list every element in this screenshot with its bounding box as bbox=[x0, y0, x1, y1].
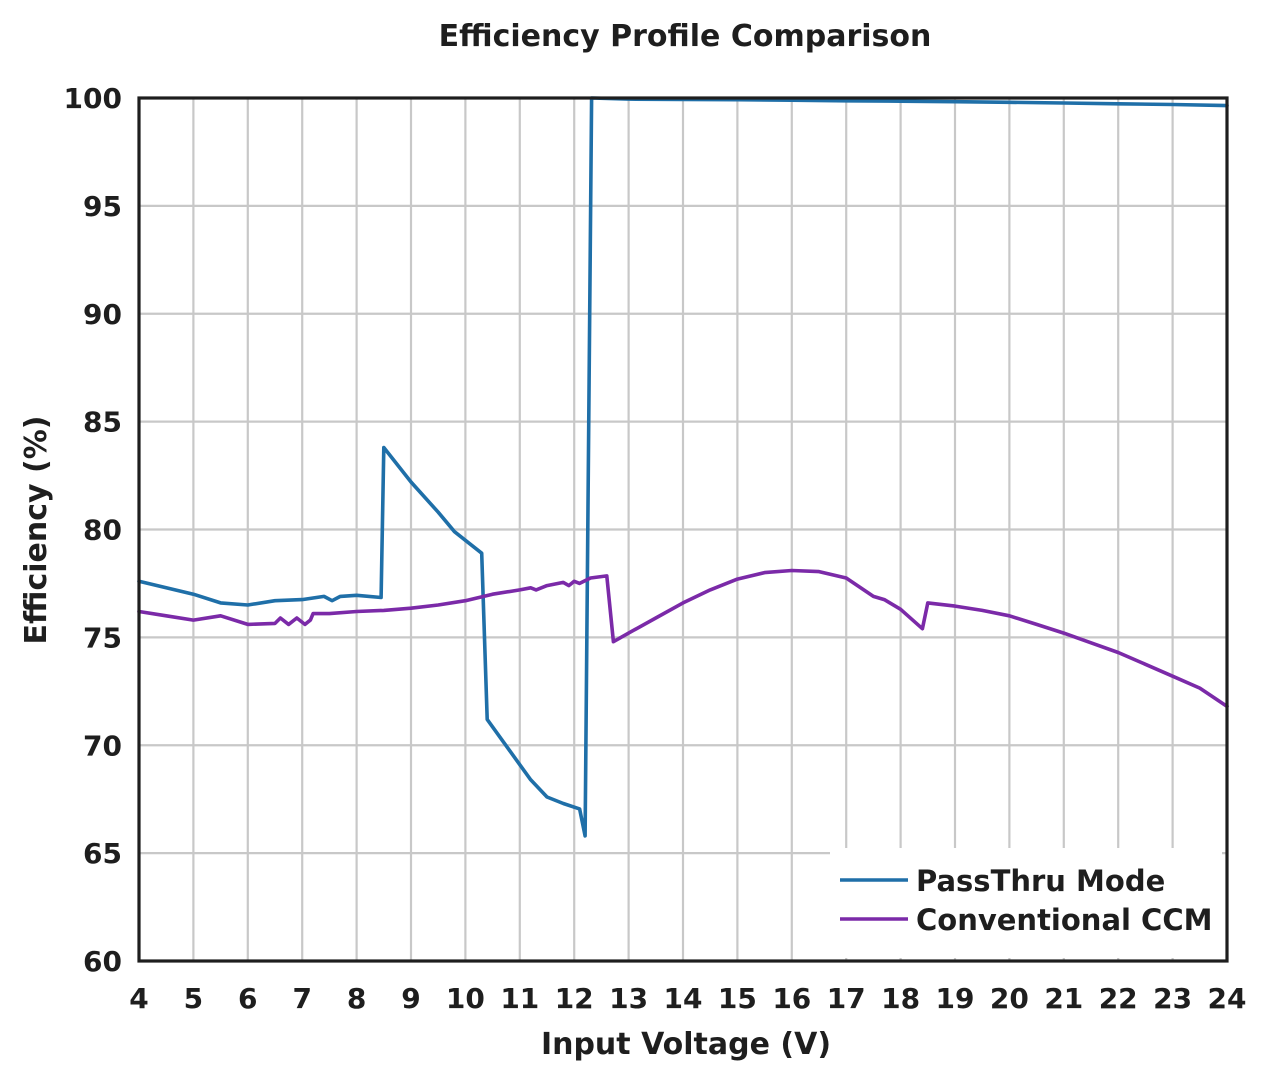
x-tick-label: 7 bbox=[292, 982, 311, 1015]
x-tick-label: 6 bbox=[238, 982, 257, 1015]
series-line-passthru-mode bbox=[137, 96, 1229, 838]
legend: PassThru Mode Conventional CCM bbox=[830, 848, 1222, 958]
x-axis-label: Input Voltage (V) bbox=[541, 1027, 831, 1062]
y-tick-label: 95 bbox=[83, 190, 122, 223]
legend-label-passthru-mode: PassThru Mode bbox=[916, 864, 1165, 898]
x-tick-label: 16 bbox=[772, 982, 811, 1015]
legend-label-conventional-ccm: Conventional CCM bbox=[916, 903, 1212, 937]
y-tick-label: 70 bbox=[83, 729, 122, 762]
x-tick-label: 11 bbox=[500, 982, 539, 1015]
x-tick-label: 4 bbox=[129, 982, 148, 1015]
y-tick-label: 75 bbox=[83, 621, 122, 654]
x-tick-label: 20 bbox=[990, 982, 1029, 1015]
y-axis-label: Efficiency (%) bbox=[19, 416, 54, 645]
y-axis-ticks: 60 65 70 75 80 85 90 95 100 bbox=[64, 82, 122, 978]
series-layer bbox=[137, 96, 1229, 838]
y-tick-label: 60 bbox=[83, 945, 122, 978]
x-tick-label: 24 bbox=[1208, 982, 1247, 1015]
y-tick-label: 65 bbox=[83, 837, 122, 870]
chart-title: Efficiency Profile Comparison bbox=[439, 19, 932, 54]
x-tick-label: 12 bbox=[555, 982, 594, 1015]
series-line-conventional-ccm bbox=[137, 568, 1229, 709]
y-tick-label: 90 bbox=[83, 298, 122, 331]
legend-background bbox=[830, 848, 1222, 958]
x-tick-label: 9 bbox=[401, 982, 420, 1015]
x-tick-label: 23 bbox=[1153, 982, 1192, 1015]
x-tick-label: 22 bbox=[1099, 982, 1138, 1015]
y-tick-label: 100 bbox=[64, 82, 122, 115]
x-tick-label: 21 bbox=[1044, 982, 1083, 1015]
x-tick-label: 5 bbox=[184, 982, 203, 1015]
x-tick-label: 17 bbox=[827, 982, 866, 1015]
y-tick-label: 85 bbox=[83, 406, 122, 439]
x-tick-label: 14 bbox=[664, 982, 703, 1015]
x-tick-label: 19 bbox=[936, 982, 975, 1015]
y-tick-label: 80 bbox=[83, 514, 122, 547]
plot-frame bbox=[137, 96, 1229, 963]
x-tick-label: 10 bbox=[446, 982, 485, 1015]
x-tick-label: 18 bbox=[881, 982, 920, 1015]
grid bbox=[137, 96, 1229, 963]
x-tick-label: 13 bbox=[609, 982, 648, 1015]
x-axis-ticks: 4 5 6 7 8 9 10 11 12 13 14 15 16 17 18 19 20 21 22 23 24 bbox=[129, 982, 1246, 1015]
x-tick-label: 15 bbox=[718, 982, 757, 1015]
x-tick-label: 8 bbox=[347, 982, 366, 1015]
